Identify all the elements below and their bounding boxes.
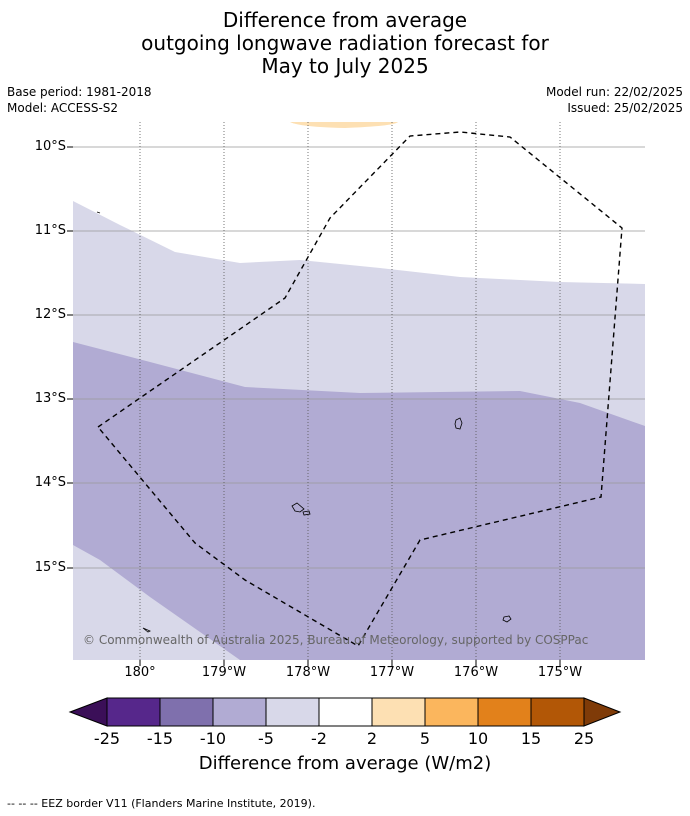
colorbar-tick-label: -2 xyxy=(311,729,327,748)
colorbar-cell xyxy=(159,697,214,727)
map-area xyxy=(73,122,645,660)
island-outline xyxy=(454,417,463,430)
colorbar-cell xyxy=(424,697,479,727)
island-outline xyxy=(291,502,305,513)
lon-ticks xyxy=(139,660,561,666)
anomaly-band-minus10-minus5 xyxy=(73,342,645,660)
issued-date: Issued: 25/02/2025 xyxy=(567,101,683,115)
copyright-notice: © Commonwealth of Australia 2025, Bureau… xyxy=(83,633,589,647)
lon-label: 175°W xyxy=(537,665,583,680)
colorbar-cell xyxy=(318,697,373,727)
lat-label: 14°S xyxy=(34,475,66,490)
title-line-2: outgoing longwave radiation forecast for xyxy=(141,31,549,55)
model-name: Model: ACCESS-S2 xyxy=(7,101,119,115)
colorbar xyxy=(68,697,622,727)
colorbar-title: Difference from average (W/m2) xyxy=(198,753,492,774)
eez-border xyxy=(97,131,623,647)
colorbar-tick-label: -15 xyxy=(146,729,174,748)
colorbar-high-extend xyxy=(583,697,622,727)
title-line-3: May to July 2025 xyxy=(261,54,429,78)
lon-label: 179°W xyxy=(201,665,247,680)
colorbar-tick-label: 15 xyxy=(520,729,542,748)
colorbar-cell xyxy=(530,697,585,727)
colorbar-cell xyxy=(106,697,161,727)
island-outline xyxy=(502,615,512,623)
lon-label: 177°W xyxy=(369,665,415,680)
colorbar-cell xyxy=(477,697,532,727)
lat-label: 11°S xyxy=(34,223,66,238)
colorbar-tick-label: -10 xyxy=(199,729,227,748)
lon-label: 180° xyxy=(124,665,156,680)
colorbar-tick-label: -5 xyxy=(258,729,274,748)
colorbar-tick-label: 25 xyxy=(573,729,595,748)
lat-label: 13°S xyxy=(34,391,66,406)
islands xyxy=(96,211,512,633)
lat-label: 12°S xyxy=(34,307,66,322)
meta-right: Model run: 22/02/2025 Issued: 25/02/2025 xyxy=(546,84,683,116)
colorbar-tick-label: 2 xyxy=(366,729,378,748)
gridlines xyxy=(73,146,645,569)
title-line-1: Difference from average xyxy=(222,8,468,32)
anomaly-band-2-5 xyxy=(290,122,398,128)
model-run: Model run: 22/02/2025 xyxy=(545,85,683,99)
lat-label: 10°S xyxy=(34,139,66,154)
lon-label: 176°W xyxy=(453,665,499,680)
colorbar-tick-label: 10 xyxy=(467,729,489,748)
colorbar-low-extend xyxy=(68,697,108,727)
meta-left: Base period: 1981-2018 Model: ACCESS-S2 xyxy=(7,84,152,116)
island-outline xyxy=(96,211,101,214)
lat-label: 15°S xyxy=(34,560,66,575)
colorbar-tick-label: 5 xyxy=(419,729,431,748)
lat-ticks xyxy=(67,146,73,569)
lon-label: 178°W xyxy=(285,665,331,680)
colorbar-cell xyxy=(212,697,267,727)
colorbar-tick-label: -25 xyxy=(93,729,121,748)
island-outline xyxy=(142,627,151,633)
colorbar-cell xyxy=(265,697,320,727)
island-outline xyxy=(302,510,311,516)
base-period: Base period: 1981-2018 xyxy=(7,85,152,99)
footer-legend: -- -- -- EEZ border V11 (Flanders Marine… xyxy=(7,797,316,810)
colorbar-cell xyxy=(371,697,426,727)
